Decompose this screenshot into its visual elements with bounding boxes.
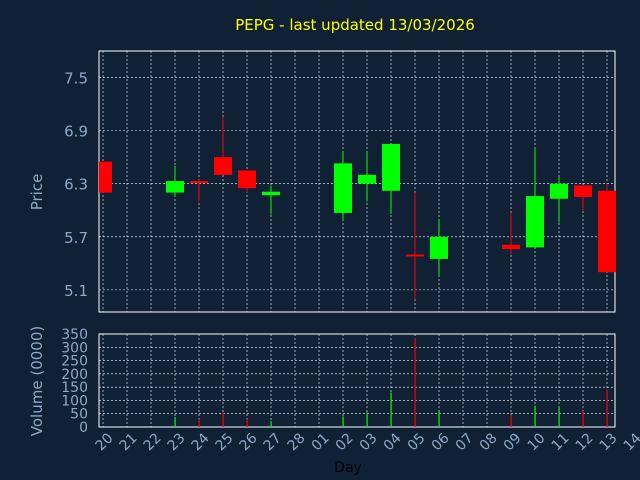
x-tick-label: 22 bbox=[141, 430, 165, 454]
volume-bar bbox=[438, 411, 440, 427]
candle-body bbox=[334, 163, 352, 213]
volume-bar bbox=[198, 419, 200, 427]
x-tick-label: 06 bbox=[429, 430, 453, 454]
candle-body bbox=[238, 170, 256, 189]
x-tick-label: 27 bbox=[261, 430, 285, 454]
candle-body bbox=[598, 190, 616, 273]
volume-bar bbox=[534, 405, 536, 427]
volume-bar bbox=[342, 416, 344, 427]
x-tick-label: 09 bbox=[501, 430, 525, 454]
volume-bar bbox=[270, 421, 272, 427]
volume-bar bbox=[414, 337, 416, 427]
volume-bar bbox=[582, 411, 584, 427]
x-tick-label: 23 bbox=[165, 430, 189, 454]
volume-bar bbox=[366, 412, 368, 427]
x-tick-label: 11 bbox=[549, 430, 573, 454]
x-tick-label: 10 bbox=[525, 430, 549, 454]
volume-tick-label: 150 bbox=[61, 380, 88, 396]
candle-body bbox=[406, 254, 424, 257]
x-tick-label: 13 bbox=[597, 430, 621, 454]
price-tick-label: 5.7 bbox=[64, 229, 88, 247]
x-tick-label: 20 bbox=[93, 430, 117, 454]
price-y-ticks: 7.5 6.9 6.3 5.7 5.1 bbox=[64, 70, 88, 300]
volume-bar bbox=[606, 389, 608, 427]
price-tick-label: 6.9 bbox=[64, 123, 88, 141]
volume-tick-label: 350 bbox=[61, 327, 88, 343]
x-tick-label: 25 bbox=[213, 430, 237, 454]
x-tick-label: 02 bbox=[333, 430, 357, 454]
x-tick-label: 14 bbox=[621, 430, 640, 454]
volume-bar bbox=[390, 392, 392, 427]
x-tick-label: 21 bbox=[117, 430, 141, 454]
candle-body bbox=[262, 191, 280, 196]
volume-tick-label: 200 bbox=[61, 367, 88, 383]
price-tick-label: 6.3 bbox=[64, 176, 88, 194]
x-tick-label: 04 bbox=[381, 430, 405, 454]
candle-body bbox=[430, 236, 448, 259]
volume-bar bbox=[558, 407, 560, 427]
candle-body bbox=[382, 143, 400, 191]
candle-body bbox=[99, 161, 112, 193]
x-tick-label: 12 bbox=[573, 430, 597, 454]
x-tick-label: 03 bbox=[357, 430, 381, 454]
volume-tick-label: 250 bbox=[61, 354, 88, 370]
volume-tick-label: 50 bbox=[70, 407, 88, 423]
volume-plot-frame bbox=[98, 333, 616, 428]
volume-tick-label: 300 bbox=[61, 340, 88, 356]
volume-bars bbox=[174, 337, 608, 427]
volume-bar bbox=[174, 416, 176, 427]
candle-body bbox=[358, 174, 376, 184]
x-tick-label: 24 bbox=[189, 430, 213, 454]
x-tick-label: 08 bbox=[477, 430, 501, 454]
x-tick-label: 26 bbox=[237, 430, 261, 454]
candle-body bbox=[214, 157, 232, 175]
x-axis-label: Day bbox=[334, 460, 362, 476]
candle-body bbox=[550, 183, 568, 199]
candle-body bbox=[502, 244, 520, 250]
candles bbox=[99, 117, 616, 299]
candle-body bbox=[190, 181, 208, 184]
x-tick-label: 07 bbox=[453, 430, 477, 454]
volume-grid bbox=[99, 333, 615, 428]
x-tick-label: 01 bbox=[309, 430, 333, 454]
volume-tick-label: 0 bbox=[79, 420, 88, 436]
x-tick-label: 05 bbox=[405, 430, 429, 454]
price-axis-label: Price bbox=[28, 174, 46, 211]
candle-body bbox=[526, 196, 544, 248]
price-tick-label: 7.5 bbox=[64, 70, 88, 88]
volume-bar bbox=[222, 412, 224, 427]
chart-title: PEPG - last updated 13/03/2026 bbox=[235, 16, 475, 34]
price-tick-label: 5.1 bbox=[64, 282, 88, 300]
x-ticks: 20 21 22 23 24 25 26 27 28 01 02 03 04 05 06 07 08 09 10 11… bbox=[93, 430, 640, 454]
volume-axis-label: Volume (0000) bbox=[28, 326, 46, 436]
x-tick-label: 28 bbox=[285, 430, 309, 454]
volume-tick-label: 100 bbox=[61, 393, 88, 409]
candle-body bbox=[574, 185, 592, 197]
candle-body bbox=[166, 181, 184, 193]
volume-bar bbox=[246, 419, 248, 427]
volume-bar bbox=[510, 415, 512, 427]
